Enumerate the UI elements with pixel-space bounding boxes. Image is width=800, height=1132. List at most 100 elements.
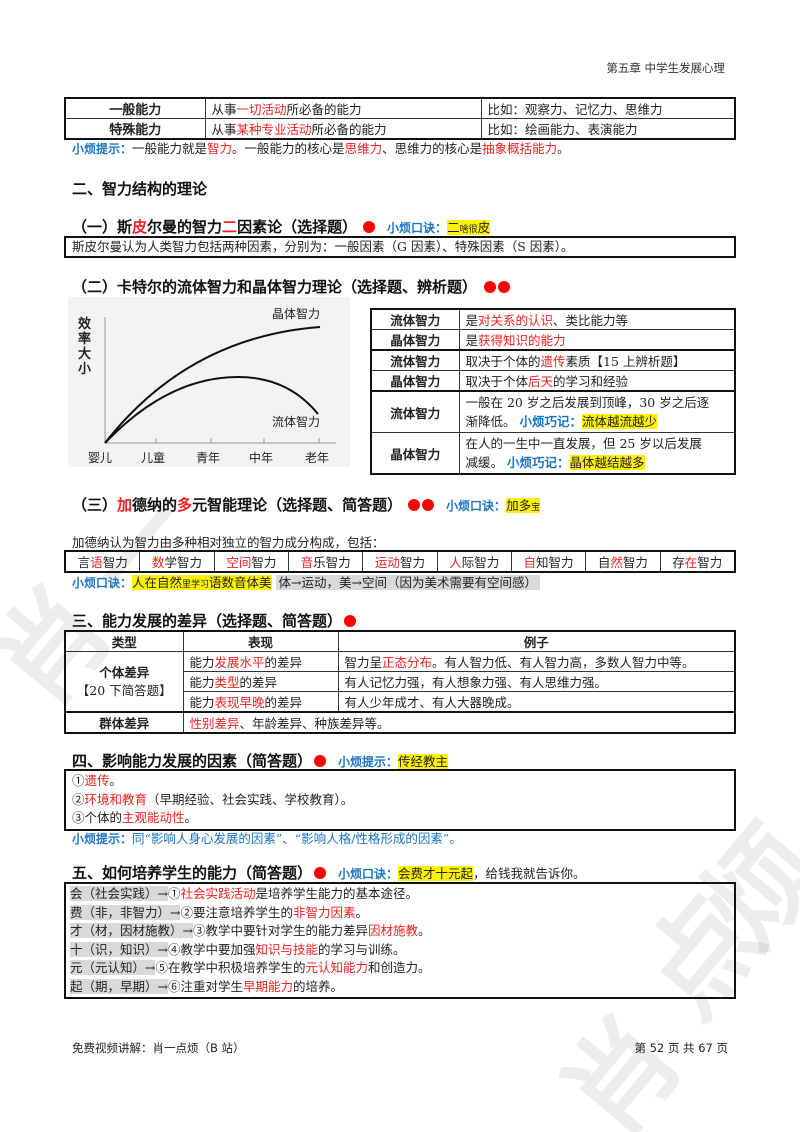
section-title: 五、如何培养学生的能力（简答题） 小烦口诀：会费才十元起，给钱我就告诉你。 [72,864,586,882]
intelligence-cell: 空间智力 [213,550,290,573]
legend-crystal: 晶体智力 [272,307,321,321]
difference-manifestation: 能力类型的差异 [182,671,339,692]
factor-item: ②环境和教育（早期经验、社会实践、学校教育）。 [72,791,354,807]
intelligence-chart: 效 率 大 小 晶体智力 流体智力 婴儿 儿童 青年 中年 老年 [68,297,350,467]
table-row: 晶体智力 取决于个体后天的学习和经验 [370,370,736,392]
cultivation-item: 起（期，早期）→⑥注重对学生早期能力的培养。 [70,978,344,994]
x-tick: 青年 [196,451,221,465]
intelligence-desc: 取决于个体的遗传素质【15 上辨析题】 [458,349,736,371]
x-tick: 婴儿 [88,451,113,465]
intelligence-type: 晶体智力 [370,432,460,475]
difference-example: 有人少年成才、有人大器晚成。 [337,691,736,713]
cultivation-item: 会（社会实践）→①社会实践活动是培养学生能力的基本途径。 [70,886,419,901]
intelligence-desc: 取决于个体后天的学习和经验 [458,370,736,392]
importance-dot-icon [344,615,357,627]
intelligence-cell: 言语智力 [64,550,141,573]
importance-dot-icon [484,281,497,293]
column-header: 类型 [64,630,184,652]
page-number: 第 52 页 共 67 页 [634,1041,728,1055]
ability-type: 一般能力 [64,97,206,119]
group-difference: 性别差异、年龄差异、种族差异等。 [182,711,736,734]
intelligence-type: 流体智力 [370,349,460,371]
ability-example: 比如：观察力、记忆力、思维力 [480,97,736,119]
subsection-title: （一）斯皮尔曼的智力二因素论（选择题） 小烦口诀：二啥很皮 [72,218,491,236]
section-title: 四、影响能力发展的因素（简答题） 小烦提示：传经教主 [72,752,449,770]
factors-note: 小烦提示：同“影响人身心发展的因素”、“影响人格/性格形成的因素”。 [72,831,462,846]
table-row: 晶体智力 在人的一生中一直发展，但 25 岁以后发展 减缓。 小烦巧记：晶体越结越… [370,432,736,475]
table-row: 言语智力 数学智力 空间智力 音乐智力 运动智力 人际智力 自知智力 自然智力 … [64,550,736,573]
ability-definition: 从事一切活动所必备的能力 [204,97,482,119]
x-tick: 中年 [249,451,274,465]
intelligence-desc: 是获得知识的能力 [458,329,736,351]
table-row: 一般能力 从事一切活动所必备的能力 比如：观察力、记忆力、思维力 [64,97,736,119]
ability-difference-table: 类型 表现 例子 个体差异 【20 下简答题】 能力发展水平的差异 智力呈正态分布… [64,630,736,734]
table-row: 个体差异 【20 下简答题】 能力发展水平的差异 智力呈正态分布。有人智力低、有人… [64,651,736,713]
importance-dot-icon [498,281,511,293]
section-title: 二、智力结构的理论 [72,180,208,198]
table-header-row: 类型 表现 例子 [64,630,736,652]
table-row: 晶体智力 是获得知识的能力 [370,329,736,351]
factors-box: ①遗传。 ②环境和教育（早期经验、社会实践、学校教育）。 ③个体的主观能动性。 [64,769,736,831]
x-tick: 儿童 [141,451,166,465]
factor-item: ③个体的主观能动性。 [72,810,198,825]
intelligence-type: 流体智力 [370,308,460,330]
legend-fluid: 流体智力 [272,415,321,429]
difference-type: 群体差异 [64,711,184,734]
difference-example: 智力呈正态分布。有人智力低、有人智力高，多数人智力中等。 [337,651,736,672]
difference-manifestation: 能力表现早晚的差异 [182,691,339,713]
table-row: 能力表现早晚的差异 有人少年成才、有人大器晚成。 [65,691,736,713]
importance-dot-icon [314,867,327,879]
intelligence-desc: 是对关系的认识、类比能力等 [458,308,736,330]
y-axis-label: 效 率 大 小 [78,317,92,377]
intelligence-curve-chart [104,317,336,444]
table-row: 流体智力 是对关系的认识、类比能力等 [370,308,736,330]
multiple-intelligences-table: 言语智力 数学智力 空间智力 音乐智力 运动智力 人际智力 自知智力 自然智力 … [64,550,736,573]
table-row: 流体智力 取决于个体的遗传素质【15 上辨析题】 [370,349,736,371]
fluid-crystal-table: 流体智力 是对关系的认识、类比能力等 晶体智力 是获得知识的能力 流体智力 取决… [370,308,736,475]
intelligence-cell: 运动智力 [362,550,438,573]
gardner-intro: 加德纳认为智力由多种相对独立的智力成分构成，包括： [72,535,385,550]
cultivation-item: 元（元认知）→⑤在教学中积极培养学生的元认知能力和创造力。 [70,960,431,975]
x-tick: 老年 [305,451,330,465]
cultivation-item: 才（材，因材施教）→③教学中要针对学生的能力差异因材施教。 [70,923,431,938]
intelligence-cell: 存在智力 [659,550,736,573]
cultivation-item: 费（非，非智力）→②要注意培养学生的非智力因素。 [70,904,369,920]
column-header: 例子 [337,630,736,652]
difference-type: 个体差异 【20 下简答题】 [64,651,184,713]
chapter-header: 第五章 中学生发展心理 [606,61,725,75]
importance-dot-icon [422,499,435,511]
gardner-mnemonic: 小烦口诀：人在自然里学习语数音体美 体→运动，美→空间（因为美术需要有空间感） [72,572,540,591]
ability-example: 比如：绘画能力、表演能力 [480,118,736,140]
difference-example: 有人记忆力强，有人想象力强、有人思维力强。 [337,671,736,692]
intelligence-desc: 一般在 20 岁之后发展到顶峰，30 岁之后逐 渐降低。 小烦巧记：流体越流越少 [458,390,736,433]
difference-manifestation: 能力发展水平的差异 [182,651,339,672]
footer-video-link: 免费视频讲解：肖一点烦（B 站） [72,1041,245,1055]
importance-dot-icon [408,499,421,511]
subsection-title: （二）卡特尔的流体智力和晶体智力理论（选择题、辨析题） [72,276,511,297]
column-header: 表现 [182,630,339,652]
intelligence-type: 晶体智力 [370,370,460,392]
intelligence-cell: 音乐智力 [287,550,364,573]
intelligence-cell: 人际智力 [436,550,512,573]
intelligence-cell: 数学智力 [139,550,215,573]
intelligence-cell: 自然智力 [585,550,661,573]
ability-type-table: 一般能力 从事一切活动所必备的能力 比如：观察力、记忆力、思维力 特殊能力 从事… [64,97,736,140]
intelligence-type: 晶体智力 [370,329,460,351]
importance-dot-icon [363,221,376,233]
ability-tip: 小烦提示：一般能力就是智力。一般能力的核心是思维力、思维力的核心是抽象概括能力。 [72,141,570,156]
table-row: 特殊能力 从事某种专业活动所必备的能力 比如：绘画能力、表演能力 [64,118,736,140]
subsection-title: （三）加德纳的多元智能理论（选择题、简答题） 小烦口诀：加多宝 [72,496,541,514]
section-title: 三、能力发展的差异（选择题、简答题） [72,610,357,631]
spearman-content: 斯皮尔曼认为人类智力包括两种因素，分别为：一般因素（G 因素）、特殊因素（S 因… [64,236,736,258]
intelligence-desc: 在人的一生中一直发展，但 25 岁以后发展 减缓。 小烦巧记：晶体越结越多 [458,432,736,475]
table-row: 流体智力 一般在 20 岁之后发展到顶峰，30 岁之后逐 渐降低。 小烦巧记：流体… [370,390,736,433]
cultivation-box: 会（社会实践）→①社会实践活动是培养学生能力的基本途径。 费（非，非智力）→②要… [64,882,736,999]
table-row: 群体差异 性别差异、年龄差异、种族差异等。 [64,711,736,734]
ability-definition: 从事某种专业活动所必备的能力 [204,118,482,140]
ability-type: 特殊能力 [64,118,206,140]
importance-dot-icon [314,755,327,767]
cultivation-item: 十（识，知识）→④教学中要加强知识与技能的学习与训练。 [70,941,406,957]
factor-item: ①遗传。 [72,773,123,788]
intelligence-cell: 自知智力 [510,550,587,573]
intelligence-type: 流体智力 [370,390,460,433]
